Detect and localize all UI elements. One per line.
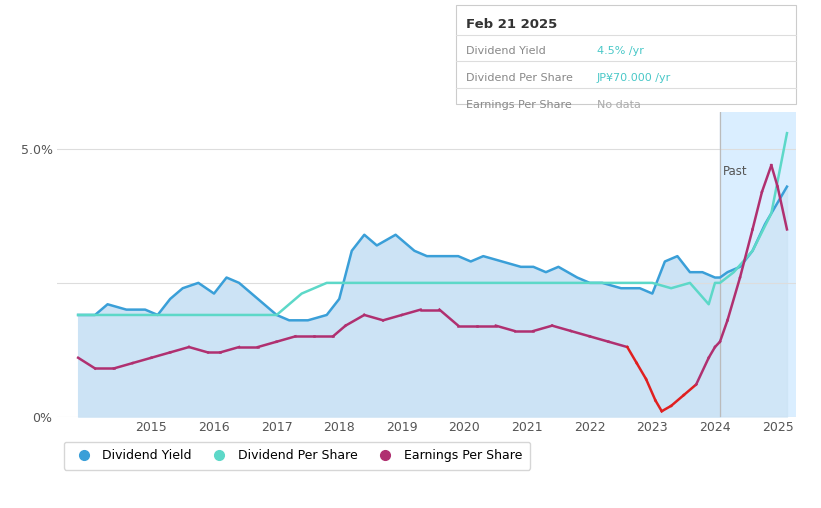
Text: Past: Past <box>723 165 748 178</box>
Bar <box>720 112 821 417</box>
Text: Feb 21 2025: Feb 21 2025 <box>466 18 557 31</box>
Text: 4.5% /yr: 4.5% /yr <box>597 46 644 56</box>
Text: No data: No data <box>597 100 640 110</box>
Text: Dividend Yield: Dividend Yield <box>466 46 545 56</box>
Text: JP¥70.000 /yr: JP¥70.000 /yr <box>597 73 671 83</box>
Text: Earnings Per Share: Earnings Per Share <box>466 100 571 110</box>
Text: Dividend Per Share: Dividend Per Share <box>466 73 572 83</box>
Legend: Dividend Yield, Dividend Per Share, Earnings Per Share: Dividend Yield, Dividend Per Share, Earn… <box>64 442 530 470</box>
